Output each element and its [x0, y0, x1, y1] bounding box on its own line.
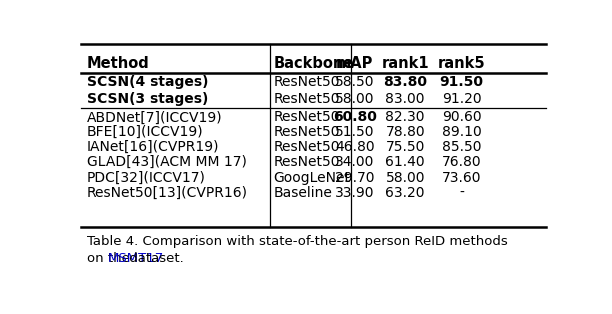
Text: 60.80: 60.80: [333, 111, 377, 124]
Text: SCSN(4 stages): SCSN(4 stages): [87, 75, 209, 89]
Text: 78.80: 78.80: [386, 125, 425, 139]
Text: 58.50: 58.50: [335, 75, 375, 89]
Text: 83.80: 83.80: [383, 75, 427, 89]
Text: rank1: rank1: [381, 56, 429, 71]
Text: Backbone: Backbone: [274, 56, 354, 71]
Text: mAP: mAP: [336, 56, 373, 71]
Text: 33.90: 33.90: [335, 186, 375, 200]
Text: 58.00: 58.00: [335, 92, 375, 106]
Text: GoogLeNet: GoogLeNet: [274, 171, 350, 185]
Text: 91.50: 91.50: [439, 75, 483, 89]
Text: 76.80: 76.80: [442, 155, 482, 169]
Text: ResNet50: ResNet50: [274, 125, 340, 139]
Text: PDC[32](ICCV17): PDC[32](ICCV17): [87, 171, 206, 185]
Text: 90.60: 90.60: [442, 111, 482, 124]
Text: rank5: rank5: [438, 56, 485, 71]
Text: 83.00: 83.00: [386, 92, 425, 106]
Text: IANet[16](CVPR19): IANet[16](CVPR19): [87, 140, 220, 154]
Text: ABDNet[7](ICCV19): ABDNet[7](ICCV19): [87, 111, 223, 124]
Text: 46.80: 46.80: [335, 140, 375, 154]
Text: Method: Method: [87, 56, 150, 71]
Text: on the: on the: [87, 252, 134, 265]
Text: 61.40: 61.40: [386, 155, 425, 169]
Text: 85.50: 85.50: [442, 140, 482, 154]
Text: ResNet50: ResNet50: [274, 92, 340, 106]
Text: Baseline: Baseline: [274, 186, 332, 200]
Text: ResNet50: ResNet50: [274, 140, 340, 154]
Text: 75.50: 75.50: [386, 140, 425, 154]
Text: ResNet50: ResNet50: [274, 75, 340, 89]
Text: MSMT17: MSMT17: [108, 252, 164, 265]
Text: ResNet50: ResNet50: [274, 111, 340, 124]
Text: ResNet50[13](CVPR16): ResNet50[13](CVPR16): [87, 186, 248, 200]
Text: 29.70: 29.70: [335, 171, 375, 185]
Text: BFE[10](ICCV19): BFE[10](ICCV19): [87, 125, 204, 139]
Text: SCSN(3 stages): SCSN(3 stages): [87, 92, 208, 106]
Text: 63.20: 63.20: [386, 186, 425, 200]
Text: dataset.: dataset.: [125, 252, 184, 265]
Text: 73.60: 73.60: [442, 171, 482, 185]
Text: ResNet50: ResNet50: [274, 155, 340, 169]
Text: 82.30: 82.30: [386, 111, 425, 124]
Text: 58.00: 58.00: [386, 171, 425, 185]
Text: 34.00: 34.00: [335, 155, 375, 169]
Text: -: -: [459, 186, 464, 200]
Text: 89.10: 89.10: [442, 125, 482, 139]
Text: 51.50: 51.50: [335, 125, 375, 139]
Text: Table 4. Comparison with state-of-the-art person ReID methods: Table 4. Comparison with state-of-the-ar…: [87, 236, 508, 248]
Text: GLAD[43](ACM MM 17): GLAD[43](ACM MM 17): [87, 155, 247, 169]
Text: 91.20: 91.20: [442, 92, 482, 106]
